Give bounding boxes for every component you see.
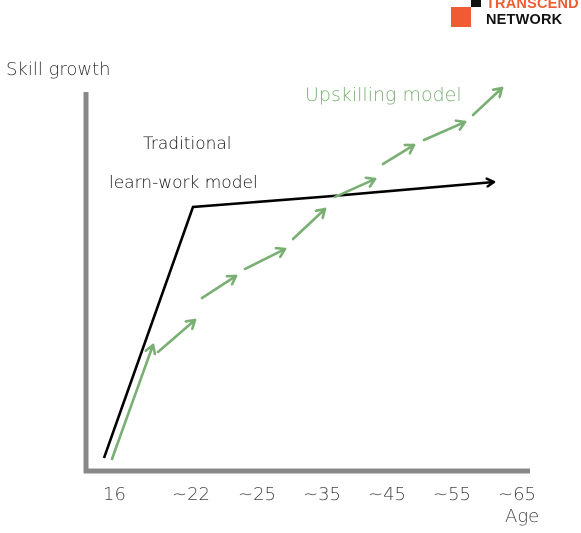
logo-line-2: NETWORK bbox=[486, 12, 563, 28]
upskilling-segment bbox=[110, 343, 153, 461]
traditional-label-line-1: Traditional bbox=[143, 134, 232, 154]
traditional-model-arrow bbox=[332, 182, 494, 198]
upskilling-segment bbox=[381, 145, 416, 166]
x-tick: ~55 bbox=[433, 484, 471, 505]
traditional-model-line bbox=[102, 194, 334, 459]
x-axis-label: Age bbox=[505, 506, 540, 527]
logo-line-1: TRANSCEND bbox=[486, 0, 579, 12]
upskilling-segment bbox=[333, 179, 377, 199]
logo-mark-orange bbox=[451, 7, 471, 27]
upskilling-segment bbox=[200, 274, 238, 300]
x-tick: ~22 bbox=[172, 484, 210, 505]
upskilling-segment bbox=[471, 86, 504, 117]
upskilling-segment bbox=[156, 318, 197, 354]
upskilling-segment bbox=[243, 249, 287, 271]
x-tick: ~25 bbox=[238, 484, 276, 505]
upskilling-model-line bbox=[110, 86, 504, 461]
upskilling-segment bbox=[422, 122, 467, 142]
x-tick: ~35 bbox=[303, 484, 341, 505]
upskilling-label: Upskilling model bbox=[305, 84, 462, 106]
y-axis-label: Skill growth bbox=[6, 59, 111, 80]
logo-mark-black bbox=[471, 0, 481, 7]
x-tick: 16 bbox=[103, 484, 126, 505]
upskilling-segment bbox=[291, 207, 327, 241]
x-tick: ~65 bbox=[498, 484, 536, 505]
traditional-label-line-2: learn-work model bbox=[109, 173, 258, 193]
x-tick: ~45 bbox=[368, 484, 406, 505]
